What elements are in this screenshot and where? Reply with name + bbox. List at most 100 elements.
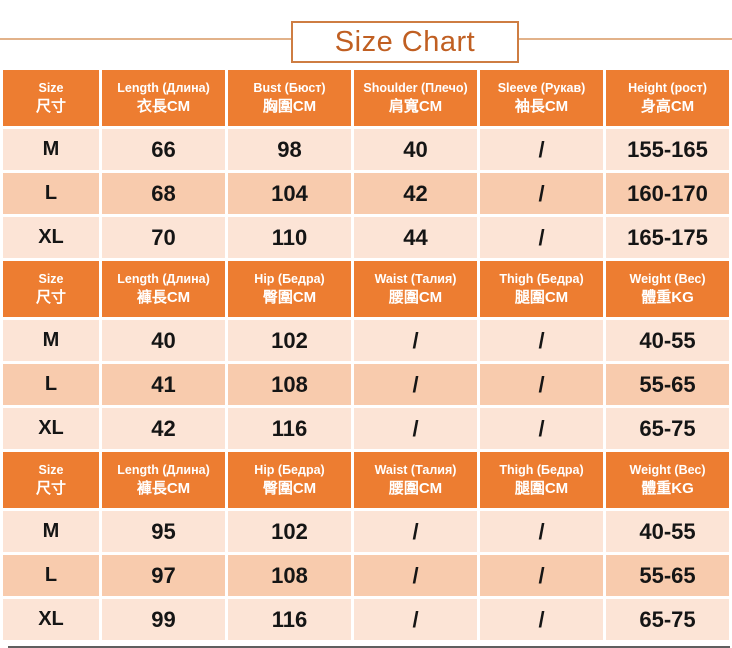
column-header-cn: 腰圍CM	[388, 289, 443, 307]
column-header-hip: Hip (Бедра) 臀圍CM	[228, 452, 351, 508]
table-cell-size: L	[3, 173, 99, 214]
table-cell: 116	[228, 599, 351, 640]
column-header-length: Length (Длина) 衣長CM	[102, 70, 225, 126]
table-cell: 102	[228, 320, 351, 361]
column-header-weight: Weight (Вес) 體重KG	[606, 452, 729, 508]
column-header-en: Sleeve (Рукав)	[497, 81, 586, 96]
column-header-sleeve: Sleeve (Рукав) 袖長CM	[480, 70, 603, 126]
table-cell: /	[480, 217, 603, 258]
column-header-en: Size	[38, 272, 64, 287]
table-cell-size: L	[3, 364, 99, 405]
table-cell: /	[354, 511, 477, 552]
column-header-en: Hip (Бедра)	[254, 272, 325, 287]
column-header-en: Hip (Бедра)	[254, 463, 325, 478]
column-header-size: Size 尺寸	[3, 261, 99, 317]
table-cell: 40-55	[606, 320, 729, 361]
table-cell: 55-65	[606, 555, 729, 596]
column-header-cn: 尺寸	[35, 98, 66, 116]
table-cell: 155-165	[606, 129, 729, 170]
table-cell: 41	[102, 364, 225, 405]
table-cell-size: M	[3, 320, 99, 361]
column-header-cn: 腰圍CM	[388, 480, 443, 498]
column-header-cn: 肩寬CM	[388, 98, 443, 116]
table-cell: /	[480, 129, 603, 170]
bottom-edge-line	[8, 646, 730, 648]
size-table-top: Size 尺寸 Length (Длина) 衣長CM Bust (Бюст) 胸圍C…	[3, 70, 729, 258]
column-header-cn: 臀圍CM	[262, 289, 317, 307]
column-header-en: Bust (Бюст)	[253, 81, 326, 96]
table-cell: 65-75	[606, 599, 729, 640]
table-cell: 66	[102, 129, 225, 170]
column-header-cn: 體重KG	[641, 289, 694, 307]
column-header-thigh: Thigh (Бедра) 腿圍CM	[480, 452, 603, 508]
table-cell-size: XL	[3, 408, 99, 449]
column-header-length: Length (Длина) 褲長CM	[102, 261, 225, 317]
table-cell: /	[354, 408, 477, 449]
table-cell: 40	[102, 320, 225, 361]
table-cell-size: XL	[3, 217, 99, 258]
column-header-cn: 腿圍CM	[514, 480, 569, 498]
table-cell: /	[480, 599, 603, 640]
table-cell: 160-170	[606, 173, 729, 214]
table-cell: 95	[102, 511, 225, 552]
column-header-height: Height (рост) 身高CM	[606, 70, 729, 126]
table-cell: 104	[228, 173, 351, 214]
table-cell: 165-175	[606, 217, 729, 258]
column-header-cn: 體重KG	[641, 480, 694, 498]
column-header-cn: 褲長CM	[136, 480, 191, 498]
column-header-cn: 尺寸	[35, 480, 66, 498]
column-header-en: Thigh (Бедра)	[499, 272, 584, 287]
table-cell: 108	[228, 364, 351, 405]
table-cell: /	[480, 511, 603, 552]
table-cell: /	[480, 364, 603, 405]
table-cell-size: L	[3, 555, 99, 596]
size-table-shorts: Size 尺寸 Length (Длина) 褲長CM Hip (Бедра) 臀圍C…	[3, 261, 729, 449]
column-header-en: Size	[38, 81, 64, 96]
table-cell: 40-55	[606, 511, 729, 552]
table-cell: 97	[102, 555, 225, 596]
table-cell: /	[480, 320, 603, 361]
table-cell: /	[480, 555, 603, 596]
table-cell: 42	[354, 173, 477, 214]
table-cell-size: M	[3, 129, 99, 170]
column-header-en: Shoulder (Плечо)	[363, 81, 468, 96]
column-header-waist: Waist (Талия) 腰圍CM	[354, 452, 477, 508]
table-cell: /	[354, 555, 477, 596]
column-header-en: Length (Длина)	[117, 81, 210, 96]
column-header-en: Length (Длина)	[117, 463, 210, 478]
column-header-bust: Bust (Бюст) 胸圍CM	[228, 70, 351, 126]
size-table-pants: Size 尺寸 Length (Длина) 褲長CM Hip (Бедра) 臀圍C…	[3, 452, 729, 640]
tables-container: Size 尺寸 Length (Длина) 衣長CM Bust (Бюст) 胸圍C…	[0, 70, 732, 640]
table-cell: /	[354, 599, 477, 640]
table-cell: 110	[228, 217, 351, 258]
table-cell: 99	[102, 599, 225, 640]
column-header-thigh: Thigh (Бедра) 腿圍CM	[480, 261, 603, 317]
table-cell: 98	[228, 129, 351, 170]
table-cell: 116	[228, 408, 351, 449]
table-cell: 68	[102, 173, 225, 214]
title-box: Size Chart	[291, 21, 519, 63]
table-cell: /	[354, 320, 477, 361]
table-cell: 55-65	[606, 364, 729, 405]
column-header-size: Size 尺寸	[3, 70, 99, 126]
table-cell-size: XL	[3, 599, 99, 640]
table-cell: 40	[354, 129, 477, 170]
column-header-cn: 身高CM	[640, 98, 695, 116]
column-header-cn: 腿圍CM	[514, 289, 569, 307]
table-cell: 65-75	[606, 408, 729, 449]
column-header-en: Weight (Вес)	[629, 272, 706, 287]
table-cell: 108	[228, 555, 351, 596]
column-header-en: Size	[38, 463, 64, 478]
column-header-en: Height (рост)	[628, 81, 707, 96]
table-cell: /	[354, 364, 477, 405]
table-cell: /	[480, 408, 603, 449]
table-cell: 42	[102, 408, 225, 449]
column-header-length: Length (Длина) 褲長CM	[102, 452, 225, 508]
column-header-en: Waist (Талия)	[374, 272, 457, 287]
page-title: Size Chart	[334, 25, 476, 58]
column-header-cn: 衣長CM	[136, 98, 191, 116]
column-header-weight: Weight (Вес) 體重KG	[606, 261, 729, 317]
column-header-cn: 尺寸	[35, 289, 66, 307]
title-section: Size Chart	[0, 0, 732, 70]
